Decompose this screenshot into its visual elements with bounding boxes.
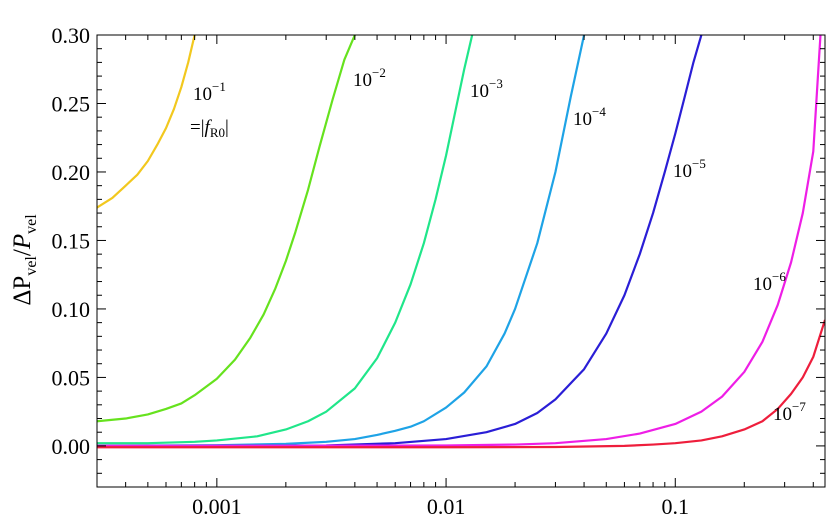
ticks-layer: 0.00 0.05 0.10 0.15 0.20 0.25 0.30 0.001 0.01 0.1 bbox=[52, 23, 825, 519]
y-tick-label: 0.15 bbox=[52, 228, 91, 253]
curve-labels-layer: 10−1 =|fR0| 10−2 10−3 10−4 10−5 10−6 10−7 bbox=[190, 65, 806, 425]
curve-label-1: 10−1 bbox=[193, 79, 226, 105]
plot-frame bbox=[96, 34, 826, 488]
y-axis-label: ΔPvel/Pvel bbox=[9, 214, 40, 306]
x-tick-label: 0.001 bbox=[192, 494, 242, 519]
curve-label-fr0: =|fR0| bbox=[190, 117, 229, 140]
curve-label-6: 10−6 bbox=[753, 269, 786, 295]
y-tick-label: 0.20 bbox=[52, 160, 91, 185]
y-tick-label: 0.10 bbox=[52, 297, 91, 322]
series-line-7 bbox=[97, 319, 825, 449]
curve-label-7: 10−7 bbox=[773, 399, 806, 425]
x-tick-label: 0.01 bbox=[427, 494, 466, 519]
y-tick-label: 0.30 bbox=[52, 23, 91, 48]
curve-label-4: 10−4 bbox=[573, 104, 606, 130]
series-line-6 bbox=[97, 35, 822, 448]
series-line-3 bbox=[97, 35, 474, 445]
y-tick-label: 0.25 bbox=[52, 91, 91, 116]
curve-label-3: 10−3 bbox=[470, 76, 503, 102]
curve-label-2: 10−2 bbox=[353, 65, 386, 91]
series-line-4 bbox=[97, 35, 586, 448]
series-line-1 bbox=[97, 35, 196, 209]
x-tick-label: 0.1 bbox=[662, 494, 690, 519]
curve-label-5: 10−5 bbox=[673, 156, 706, 182]
series-line-2 bbox=[97, 35, 356, 423]
y-tick-label: 0.05 bbox=[52, 365, 91, 390]
curves-layer bbox=[97, 35, 825, 449]
y-tick-label: 0.00 bbox=[52, 434, 91, 459]
series-line-5 bbox=[97, 35, 703, 448]
